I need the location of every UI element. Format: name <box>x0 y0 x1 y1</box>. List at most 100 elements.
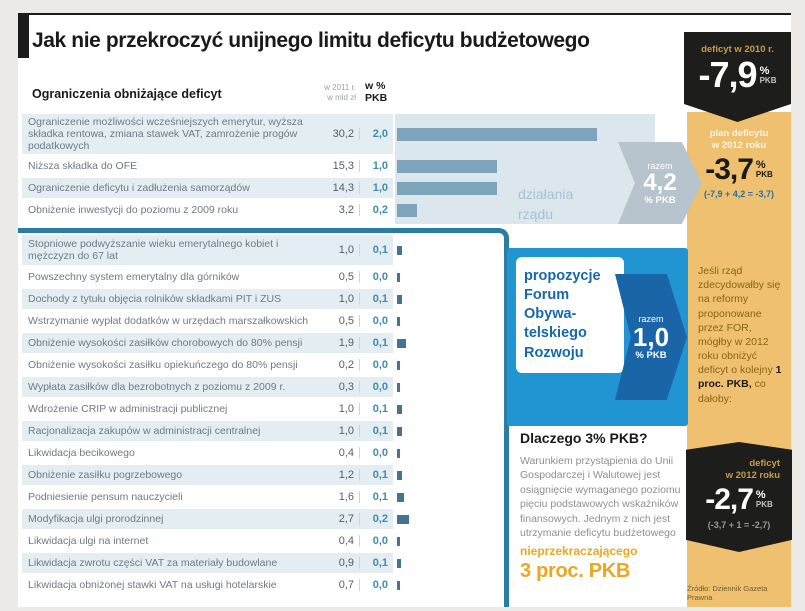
row-bar <box>397 338 406 348</box>
row-label: Wdrożenie CRIP w administracji publiczne… <box>28 402 228 415</box>
note-strong: 1 proc. PKB, <box>698 364 782 391</box>
row-stripe: Ograniczenie możliwości wcześniejszych e… <box>22 114 393 154</box>
table-row: Obniżenie wysokości zasiłku opiekuńczego… <box>22 355 492 375</box>
deficit-2010-unit: % PKB <box>759 64 777 85</box>
table-row: Wdrożenie CRIP w administracji publiczne… <box>22 399 492 419</box>
for-title-box: propozycje Forum Obywa- telskiego Rozwoj… <box>516 257 624 373</box>
row-value-mld: 0,5 <box>338 271 354 283</box>
row-value-mld: 1,0 <box>338 403 354 415</box>
row-value-mld: 1,0 <box>338 244 354 256</box>
why-big-value: 3 proc. PKB <box>520 559 631 582</box>
row-label: Likwidacja becikowego <box>28 446 135 459</box>
deficit-2012-formula: (-3,7 + 1 = -2,7) <box>707 519 771 530</box>
table-row: Wstrzymanie wypłat dodatków w urzędach m… <box>22 311 492 331</box>
row-value-mld: 0,5 <box>338 315 354 327</box>
deficit-2010-label: deficyt w 2010 r. <box>701 44 774 55</box>
row-value-pkb: 1,0 <box>359 182 393 194</box>
row-value-pkb: 0,1 <box>359 337 393 349</box>
row-value-mld: 0,9 <box>338 557 354 569</box>
row-label: Obniżenie wysokości zasiłków chorobowych… <box>28 336 303 349</box>
orange-sidebar: plan deficytu w 2012 roku -3,7 % PKB (-7… <box>686 112 792 607</box>
row-stripe: Wdrożenie CRIP w administracji publiczne… <box>22 399 393 419</box>
row-value-mld: 1,2 <box>338 469 354 481</box>
source-credit: Źródło: Dziennik Gazeta Prawna <box>687 584 768 602</box>
row-bar <box>397 316 400 326</box>
row-stripe: Likwidacja becikowego 0,4 0,0 <box>22 443 393 463</box>
plan-deficit-number: -3,7 <box>705 152 754 186</box>
gov-total-value: 4,2 <box>643 168 677 196</box>
plan-deficit-2012: plan deficytu w 2012 roku -3,7 % PKB (-7… <box>687 128 791 199</box>
row-stripe: Dochody z tytułu objęcia rolników składk… <box>22 289 393 309</box>
plan-deficit-label: plan deficytu w 2012 roku <box>687 128 791 153</box>
row-bar <box>397 245 402 255</box>
row-bar <box>397 404 402 414</box>
row-bar <box>397 558 402 568</box>
row-stripe: Obniżenie zasiłku pogrzebowego 1,2 0,1 <box>22 465 393 485</box>
government-actions-caption: działania rządu <box>518 186 574 222</box>
row-label: Likwidacja obniżonej stawki VAT na usług… <box>28 578 277 591</box>
row-value-pkb: 2,0 <box>359 128 393 140</box>
row-value-pkb: 0,0 <box>359 359 393 371</box>
row-label: Likwidacja zwrotu części VAT za materiał… <box>28 556 278 569</box>
plan-deficit-unit: % PKB <box>755 159 773 180</box>
sidebar-note: Jeśli rząd zdecydowałby się na reformy p… <box>698 264 784 406</box>
row-value-pkb: 0,1 <box>359 403 393 415</box>
row-bar <box>397 181 497 195</box>
for-total-value: 1,0 <box>632 321 670 352</box>
why-body: Warunkiem przystąpienia do Unii Gospodar… <box>520 455 681 540</box>
row-value-pkb: 1,0 <box>359 160 393 172</box>
row-value-pkb: 0,2 <box>359 513 393 525</box>
row-value-mld: 1,9 <box>338 337 354 349</box>
row-label: Stopniowe podwyższanie wieku emerytalneg… <box>28 237 279 262</box>
for-section-bracket <box>18 228 509 607</box>
row-label: Niższa składka do OFE <box>28 159 138 172</box>
row-bar <box>397 294 402 304</box>
row-stripe: Likwidacja zwrotu części VAT za materiał… <box>22 553 393 573</box>
row-stripe: Modyfikacja ulgi prorodzinnej 2,7 0,2 <box>22 509 393 529</box>
row-label: Wstrzymanie wypłat dodatków w urzędach m… <box>28 314 309 327</box>
row-value-pkb: 0,2 <box>359 204 393 216</box>
table-row: Obniżenie inwestycji do poziomu z 2009 r… <box>22 200 662 220</box>
row-bar <box>397 536 400 546</box>
infographic-card: Jak nie przekroczyć unijnego limitu defi… <box>18 13 792 607</box>
row-value-mld: 0,7 <box>338 579 354 591</box>
table-row: Likwidacja obniżonej stawki VAT na usług… <box>22 575 492 595</box>
row-label: Obniżenie zasiłku pogrzebowego <box>28 468 183 481</box>
table-row: Likwidacja becikowego 0,4 0,0 <box>22 443 492 463</box>
row-stripe: Wstrzymanie wypłat dodatków w urzędach m… <box>22 311 393 331</box>
row-value-pkb: 0,1 <box>359 425 393 437</box>
for-panel: propozycje Forum Obywa- telskiego Rozwoj… <box>507 248 688 426</box>
why-heading: Dlaczego 3% PKB? <box>520 430 648 446</box>
row-label: Dochody z tytułu objęcia rolników składk… <box>28 292 282 305</box>
row-value-mld: 15,3 <box>332 160 354 172</box>
row-stripe: Podniesienie pensum nauczycieli 1,6 0,1 <box>22 487 393 507</box>
row-value-pkb: 0,1 <box>359 469 393 481</box>
row-stripe: Racjonalizacja zakupów w administracji c… <box>22 421 393 441</box>
table-section-label: Ograniczenia obniżające deficyt <box>32 87 222 101</box>
row-stripe: Obniżenie wysokości zasiłku opiekuńczego… <box>22 355 393 375</box>
row-value-mld: 1,6 <box>338 491 354 503</box>
row-value-mld: 3,2 <box>338 204 354 216</box>
row-value-pkb: 0,1 <box>359 293 393 305</box>
row-bar <box>397 272 400 282</box>
table-row: Ograniczenie deficytu i zadłużenia samor… <box>22 178 662 198</box>
deficit-2012-number: -2,7 <box>705 482 754 516</box>
for-total-unit: % PKB <box>635 349 667 361</box>
table-row: Modyfikacja ulgi prorodzinnej 2,7 0,2 <box>22 509 492 529</box>
note-text-2: co dałoby: <box>698 378 766 405</box>
row-label: Ograniczenie deficytu i zadłużenia samor… <box>28 181 250 194</box>
row-value-pkb: 0,0 <box>359 381 393 393</box>
gov-total-unit: % PKB <box>644 194 676 206</box>
row-bar <box>397 360 400 370</box>
row-value-pkb: 0,0 <box>359 271 393 283</box>
table-row: Likwidacja zwrotu części VAT za materiał… <box>22 553 492 573</box>
table-row: Podniesienie pensum nauczycieli 1,6 0,1 <box>22 487 492 507</box>
row-label: Ograniczenie możliwości wcześniejszych e… <box>28 115 303 153</box>
why-3-percent-block: Dlaczego 3% PKB? Warunkiem przystąpienia… <box>520 430 688 583</box>
row-stripe: Likwidacja obniżonej stawki VAT na usług… <box>22 575 393 595</box>
row-label: Powszechny system emerytalny dla górnikó… <box>28 270 240 283</box>
page-title: Jak nie przekroczyć unijnego limitu defi… <box>32 29 590 52</box>
row-value-pkb: 0,0 <box>359 535 393 547</box>
row-stripe: Obniżenie inwestycji do poziomu z 2009 r… <box>22 200 393 220</box>
table-row: Powszechny system emerytalny dla górnikó… <box>22 267 492 287</box>
